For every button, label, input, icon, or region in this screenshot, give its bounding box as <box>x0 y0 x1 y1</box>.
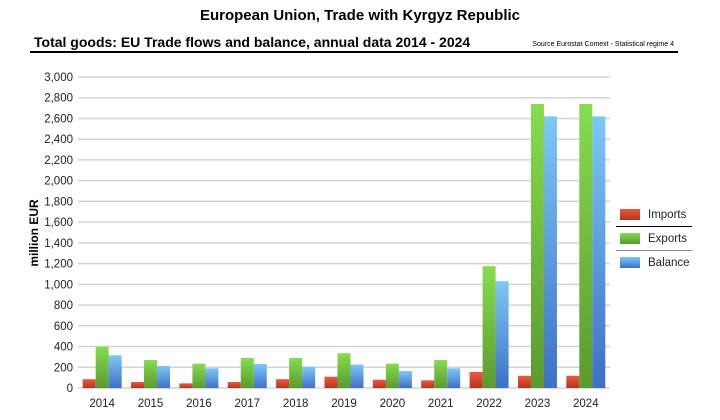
bar-imports-2020 <box>372 379 386 388</box>
bar-balance-2022 <box>495 281 509 388</box>
bar-balance-2017 <box>253 363 267 388</box>
y-tick-label: 800 <box>54 300 73 312</box>
bar-imports-2021 <box>421 380 435 388</box>
bar-exports-2024 <box>579 103 593 388</box>
legend-label: Imports <box>648 208 687 221</box>
legend-divider <box>616 250 692 251</box>
legend-divider <box>616 226 692 227</box>
bar-imports-2018 <box>276 379 290 388</box>
x-tick-label: 2022 <box>476 398 502 410</box>
x-tick-label: 2019 <box>331 398 357 410</box>
y-tick-label: 2,000 <box>44 176 73 188</box>
bar-balance-2021 <box>447 368 461 388</box>
y-tick-label: 1,000 <box>44 279 73 291</box>
bar-imports-2016 <box>179 383 193 388</box>
y-tick-label: 3,000 <box>44 72 73 84</box>
bar-balance-2018 <box>302 366 316 388</box>
y-tick-label: 2,800 <box>44 93 73 105</box>
source-note: Source Eurostat Comext - Statistical reg… <box>532 41 674 48</box>
header-rule <box>30 51 678 53</box>
y-tick-label: 2,400 <box>44 134 73 146</box>
bar-exports-2018 <box>289 357 303 388</box>
bar-exports-2021 <box>434 360 448 388</box>
bar-balance-2023 <box>543 116 557 388</box>
bar-balance-2020 <box>398 370 412 388</box>
bar-imports-2019 <box>324 376 338 388</box>
y-tick-label: 1,200 <box>44 259 73 271</box>
legend: Imports Exports Balance <box>616 203 692 274</box>
bar-imports-2017 <box>227 381 241 388</box>
bar-exports-2016 <box>192 363 206 388</box>
bar-imports-2024 <box>566 375 580 388</box>
y-tick-label: 1,800 <box>44 196 73 208</box>
bar-imports-2015 <box>131 381 145 388</box>
chart-title: European Union, Trade with Kyrgyz Republ… <box>199 7 521 24</box>
x-tick-label: 2023 <box>525 398 551 410</box>
bar-balance-2024 <box>592 116 606 388</box>
imports-swatch <box>620 209 640 220</box>
y-tick-label: 1,400 <box>44 238 73 250</box>
x-tick-label: 2014 <box>89 398 115 410</box>
bar-imports-2014 <box>82 379 96 388</box>
exports-swatch <box>620 233 640 244</box>
x-tick-label: 2024 <box>573 398 599 410</box>
y-tick-label: 2,200 <box>44 155 73 167</box>
bar-balance-2016 <box>205 368 219 388</box>
legend-item-balance: Balance <box>620 251 692 274</box>
bar-balance-2019 <box>350 364 364 388</box>
bar-exports-2022 <box>482 266 496 388</box>
balance-swatch <box>620 257 640 268</box>
x-tick-label: 2017 <box>234 398 260 410</box>
bar-balance-2015 <box>157 366 171 388</box>
x-tick-label: 2018 <box>283 398 309 410</box>
x-tick-label: 2016 <box>186 398 212 410</box>
legend-item-imports: Imports <box>620 203 692 226</box>
bar-exports-2014 <box>95 346 109 388</box>
x-tick-label: 2015 <box>138 398 164 410</box>
bar-exports-2023 <box>530 103 544 388</box>
legend-label: Exports <box>648 232 687 245</box>
y-tick-label: 600 <box>54 321 73 333</box>
y-tick-label: 2,600 <box>44 113 73 125</box>
bar-exports-2019 <box>337 353 351 388</box>
legend-item-exports: Exports <box>620 227 692 250</box>
x-tick-label: 2021 <box>428 398 454 410</box>
y-tick-label: 0 <box>67 383 73 395</box>
bar-balance-2014 <box>108 355 122 388</box>
y-tick-label: 1,600 <box>44 217 73 229</box>
legend-label: Balance <box>648 256 690 269</box>
y-tick-label: 200 <box>54 362 73 374</box>
y-tick-label: 400 <box>54 342 73 354</box>
chart-subtitle: Total goods: EU Trade flows and balance,… <box>34 34 471 50</box>
bar-exports-2017 <box>240 357 254 388</box>
bar-exports-2020 <box>385 363 399 388</box>
bar-imports-2023 <box>517 375 531 388</box>
bar-exports-2015 <box>144 360 158 388</box>
bar-imports-2022 <box>469 371 483 388</box>
x-tick-label: 2020 <box>380 398 406 410</box>
